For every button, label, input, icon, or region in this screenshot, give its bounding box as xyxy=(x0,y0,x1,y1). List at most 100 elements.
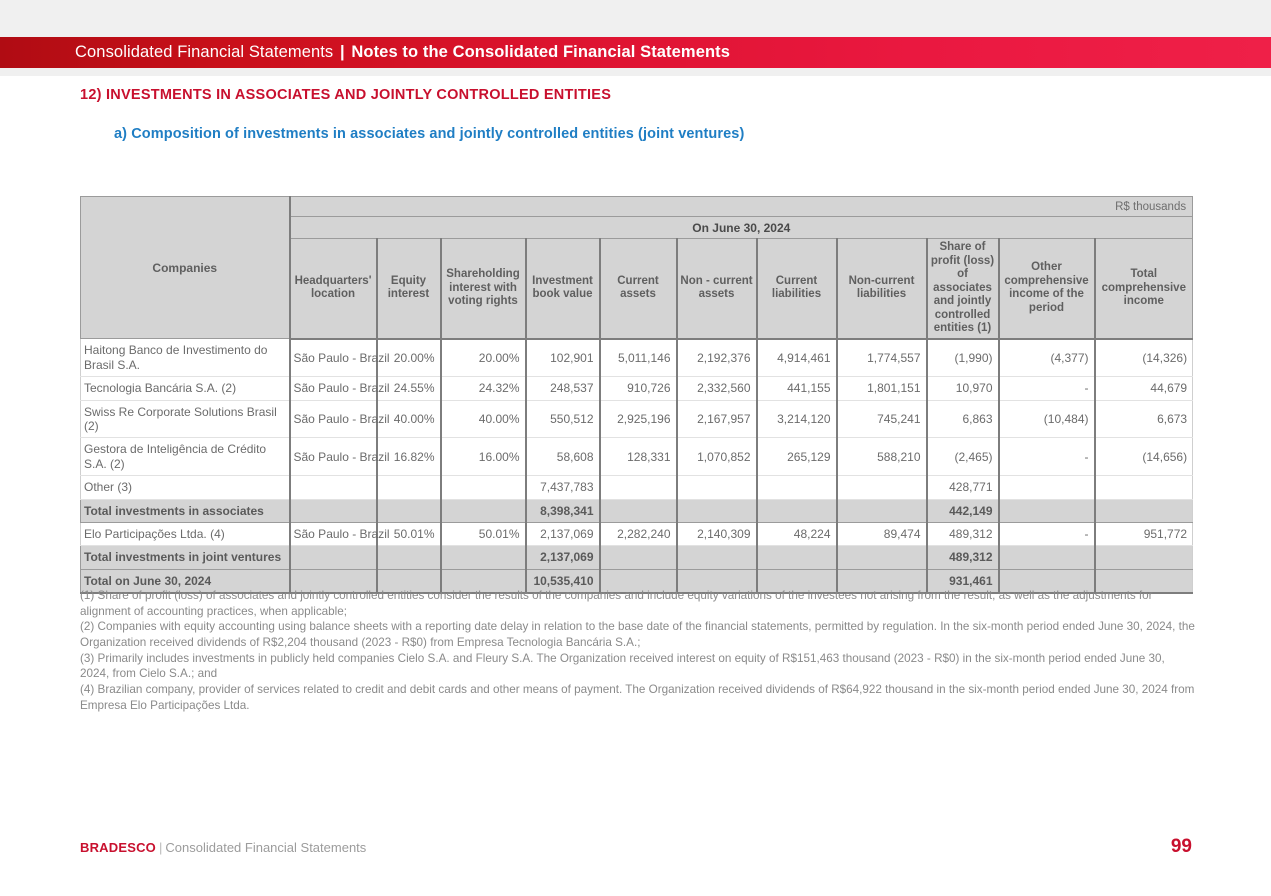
row-cell xyxy=(836,545,928,570)
currency-unit-row: Companies R$ thousands xyxy=(80,195,1194,340)
row-cell: 1,070,852 xyxy=(676,437,758,477)
row-cell xyxy=(998,568,1096,595)
row-cell xyxy=(756,475,838,500)
row-cell: 489,312 xyxy=(926,522,1000,547)
row-label: Total investments in associates xyxy=(80,498,291,523)
breadcrumb: Consolidated Financial Statements | Note… xyxy=(75,43,730,62)
column-header-row: Headquarters' location Equity interest S… xyxy=(81,237,1194,340)
row-cell xyxy=(1094,498,1194,523)
row-cell: 50.01% xyxy=(440,522,527,547)
title-underband xyxy=(0,68,1271,76)
table-body: Haitong Banco de Investimento do Brasil … xyxy=(80,338,1194,595)
row-cell xyxy=(756,568,838,595)
table-row: Total investments in associates 8,398,341… xyxy=(80,498,1194,523)
table-row: Tecnologia Bancária S.A. (2) São Paulo - … xyxy=(80,376,1194,401)
row-cell: 428,771 xyxy=(926,475,1000,500)
investments-table: Companies R$ thousands On June 30, 2024 … xyxy=(80,195,1194,595)
row-cell xyxy=(1094,568,1194,595)
row-label: Haitong Banco de Investimento do Brasil … xyxy=(80,338,291,378)
footnotes: (1) Share of profit (loss) of associates… xyxy=(80,588,1195,713)
footer-divider: | xyxy=(159,839,163,855)
row-cell: 2,332,560 xyxy=(676,376,758,401)
row-cell: 1,801,151 xyxy=(836,376,928,401)
row-cell: (4,377) xyxy=(998,338,1096,378)
row-cell: 2,192,376 xyxy=(676,338,758,378)
row-cell: 2,137,069 xyxy=(525,545,601,570)
row-cell xyxy=(756,545,838,570)
row-label: Total investments in joint ventures xyxy=(80,545,291,570)
row-cell: 3,214,120 xyxy=(756,400,838,439)
investments-table-container: Companies R$ thousands On June 30, 2024 … xyxy=(80,195,1194,595)
row-cell: (1,990) xyxy=(926,338,1000,378)
row-cell xyxy=(998,545,1096,570)
currency-unit: R$ thousands xyxy=(289,196,1194,217)
row-cell: 40.00% xyxy=(376,400,442,439)
row-cell: (14,656) xyxy=(1094,437,1194,477)
page-number: 99 xyxy=(1170,836,1192,857)
row-label: Other (3) xyxy=(80,475,291,500)
table-row: Haitong Banco de Investimento do Brasil … xyxy=(80,338,1194,378)
row-cell: 58,608 xyxy=(525,437,601,477)
row-cell: 550,512 xyxy=(525,400,601,439)
row-cell: 20.00% xyxy=(440,338,527,378)
col-header-investment-book-value: Investment book value xyxy=(525,237,601,340)
table-corner-label: Companies xyxy=(80,195,291,340)
col-header-voting-rights: Shareholding interest with voting rights xyxy=(440,237,527,340)
note-subheading: a) Composition of investments in associa… xyxy=(114,126,745,142)
row-cell: 248,537 xyxy=(525,376,601,401)
row-cell: 265,129 xyxy=(756,437,838,477)
row-cell: - xyxy=(998,522,1096,547)
table-row: Total on June 30, 2024 10,535,410 931,461 xyxy=(80,568,1194,595)
row-label: Tecnologia Bancária S.A. (2) xyxy=(80,376,291,401)
table-row: Elo Participações Ltda. (4) São Paulo - B… xyxy=(80,522,1194,547)
row-label: Total on June 30, 2024 xyxy=(80,568,291,595)
row-cell xyxy=(676,475,758,500)
row-cell xyxy=(1094,545,1194,570)
row-cell: 8,398,341 xyxy=(525,498,601,523)
note-heading: 12) INVESTMENTS IN ASSOCIATES AND JOINTL… xyxy=(80,87,612,103)
row-cell: 24.55% xyxy=(376,376,442,401)
footnote: (1) Share of profit (loss) of associates… xyxy=(80,589,1153,618)
row-cell xyxy=(440,568,527,595)
row-cell xyxy=(599,568,678,595)
footnote: (2) Companies with equity accounting usi… xyxy=(80,620,1195,650)
row-cell xyxy=(998,498,1096,523)
row-cell xyxy=(836,498,928,523)
footer-branding: BRADESCO | Consolidated Financial Statemen… xyxy=(80,840,366,855)
row-cell xyxy=(756,498,838,523)
table-row: Total investments in joint ventures 2,137… xyxy=(80,545,1194,570)
row-cell xyxy=(289,475,378,500)
row-cell xyxy=(998,475,1096,500)
row-cell: 2,167,957 xyxy=(676,400,758,439)
row-cell xyxy=(676,498,758,523)
row-cell: 489,312 xyxy=(926,545,1000,570)
row-cell: 6,673 xyxy=(1094,400,1194,439)
col-header-headquarters: Headquarters' location xyxy=(289,237,378,340)
period-label: On June 30, 2024 xyxy=(289,216,1194,239)
row-cell: (10,484) xyxy=(998,400,1096,439)
row-cell: 2,282,240 xyxy=(599,522,678,547)
row-cell xyxy=(289,568,378,595)
row-cell xyxy=(440,475,527,500)
row-cell xyxy=(289,545,378,570)
top-band xyxy=(0,0,1271,37)
col-header-other-comprehensive-income: Other comprehensive income of the period xyxy=(998,237,1096,340)
page-title-bar: Consolidated Financial Statements | Note… xyxy=(0,37,1271,68)
row-cell: 5,011,146 xyxy=(599,338,678,378)
row-cell xyxy=(376,475,442,500)
table-header: Companies R$ thousands On June 30, 2024 … xyxy=(80,195,1194,340)
row-cell xyxy=(289,498,378,523)
row-cell: 48,224 xyxy=(756,522,838,547)
col-header-share-of-profit: Share of profit (loss) of associates and… xyxy=(926,237,1000,340)
row-cell: São Paulo - Brazil xyxy=(289,338,390,378)
row-cell xyxy=(376,545,442,570)
row-cell: 7,437,783 xyxy=(525,475,601,500)
footer-document-name: Consolidated Financial Statements xyxy=(165,839,367,855)
row-cell: São Paulo - Brazil xyxy=(289,376,390,401)
row-cell: 10,535,410 xyxy=(525,568,601,595)
col-header-non-current-liabilities: Non-current liabilities xyxy=(836,237,928,340)
row-cell xyxy=(376,498,442,523)
row-cell xyxy=(1094,475,1194,500)
row-cell xyxy=(599,545,678,570)
